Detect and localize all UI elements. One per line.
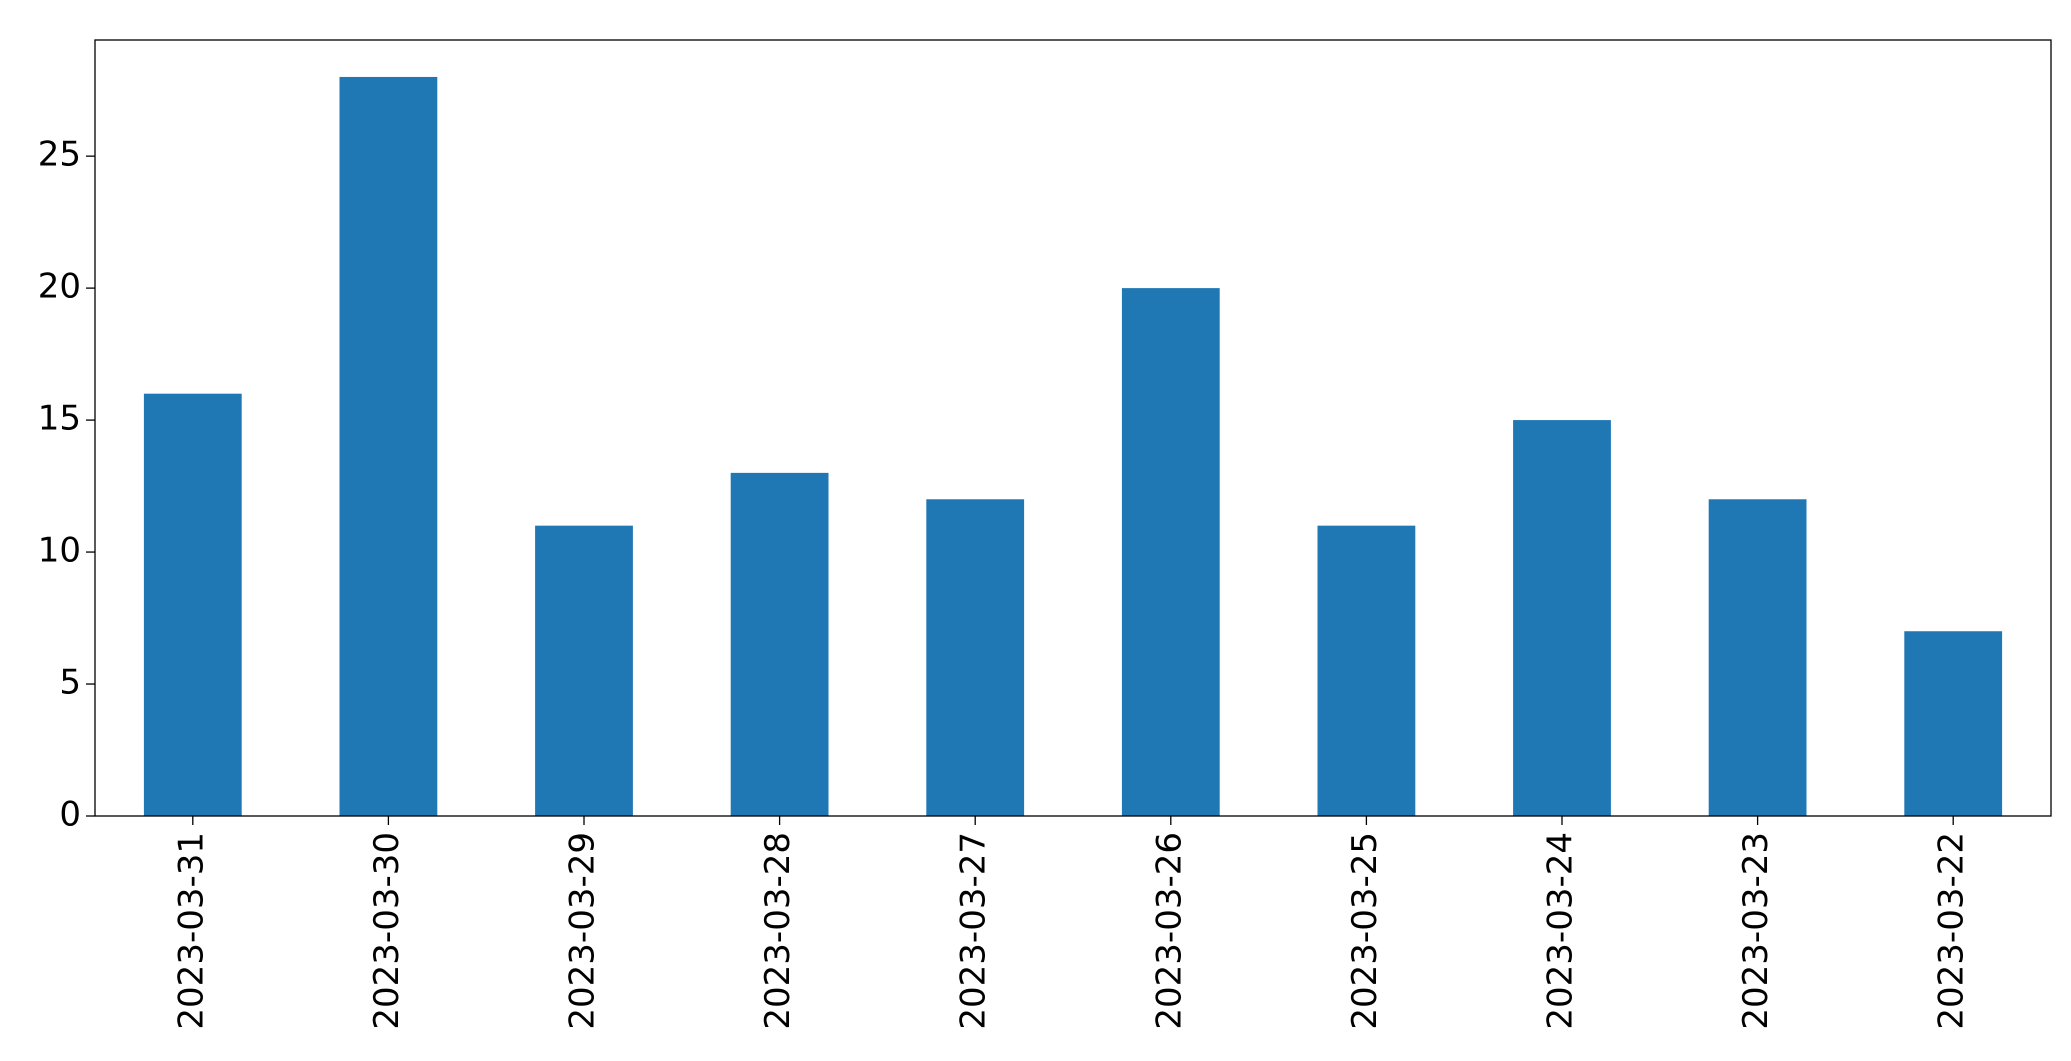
bar bbox=[1904, 631, 2003, 816]
bar bbox=[1708, 499, 1807, 816]
x-tick-label: 2023-03-31 bbox=[171, 832, 211, 1030]
y-tick-label: 10 bbox=[38, 531, 81, 571]
x-tick-label: 2023-03-29 bbox=[563, 832, 603, 1030]
y-tick-label: 5 bbox=[59, 663, 81, 703]
x-tick-label: 2023-03-25 bbox=[1345, 832, 1385, 1030]
x-tick-label: 2023-03-30 bbox=[367, 832, 407, 1030]
x-tick-label: 2023-03-24 bbox=[1541, 832, 1581, 1030]
bar bbox=[339, 76, 438, 816]
bar bbox=[926, 499, 1025, 816]
x-tick-label: 2023-03-27 bbox=[954, 832, 994, 1030]
y-tick-label: 0 bbox=[59, 795, 81, 835]
y-tick-label: 25 bbox=[38, 135, 81, 175]
plot-area: 0 5 10 15 20 25 2023-03-31 2023-03-30 2023-03-29… bbox=[38, 76, 2003, 1030]
bar bbox=[1121, 288, 1220, 816]
x-tick-label: 2023-03-23 bbox=[1736, 832, 1776, 1030]
axes-frame bbox=[94, 39, 2052, 817]
y-tick-label: 20 bbox=[38, 267, 81, 307]
bar bbox=[535, 525, 633, 816]
x-tick-label: 2023-03-26 bbox=[1149, 832, 1189, 1030]
bar bbox=[730, 472, 829, 816]
x-tick-label: 2023-03-22 bbox=[1932, 832, 1972, 1030]
bar bbox=[143, 393, 242, 816]
bar bbox=[1317, 525, 1416, 816]
y-tick-label: 15 bbox=[38, 399, 81, 439]
x-tick-label: 2023-03-28 bbox=[758, 832, 798, 1030]
bar bbox=[1513, 420, 1611, 816]
